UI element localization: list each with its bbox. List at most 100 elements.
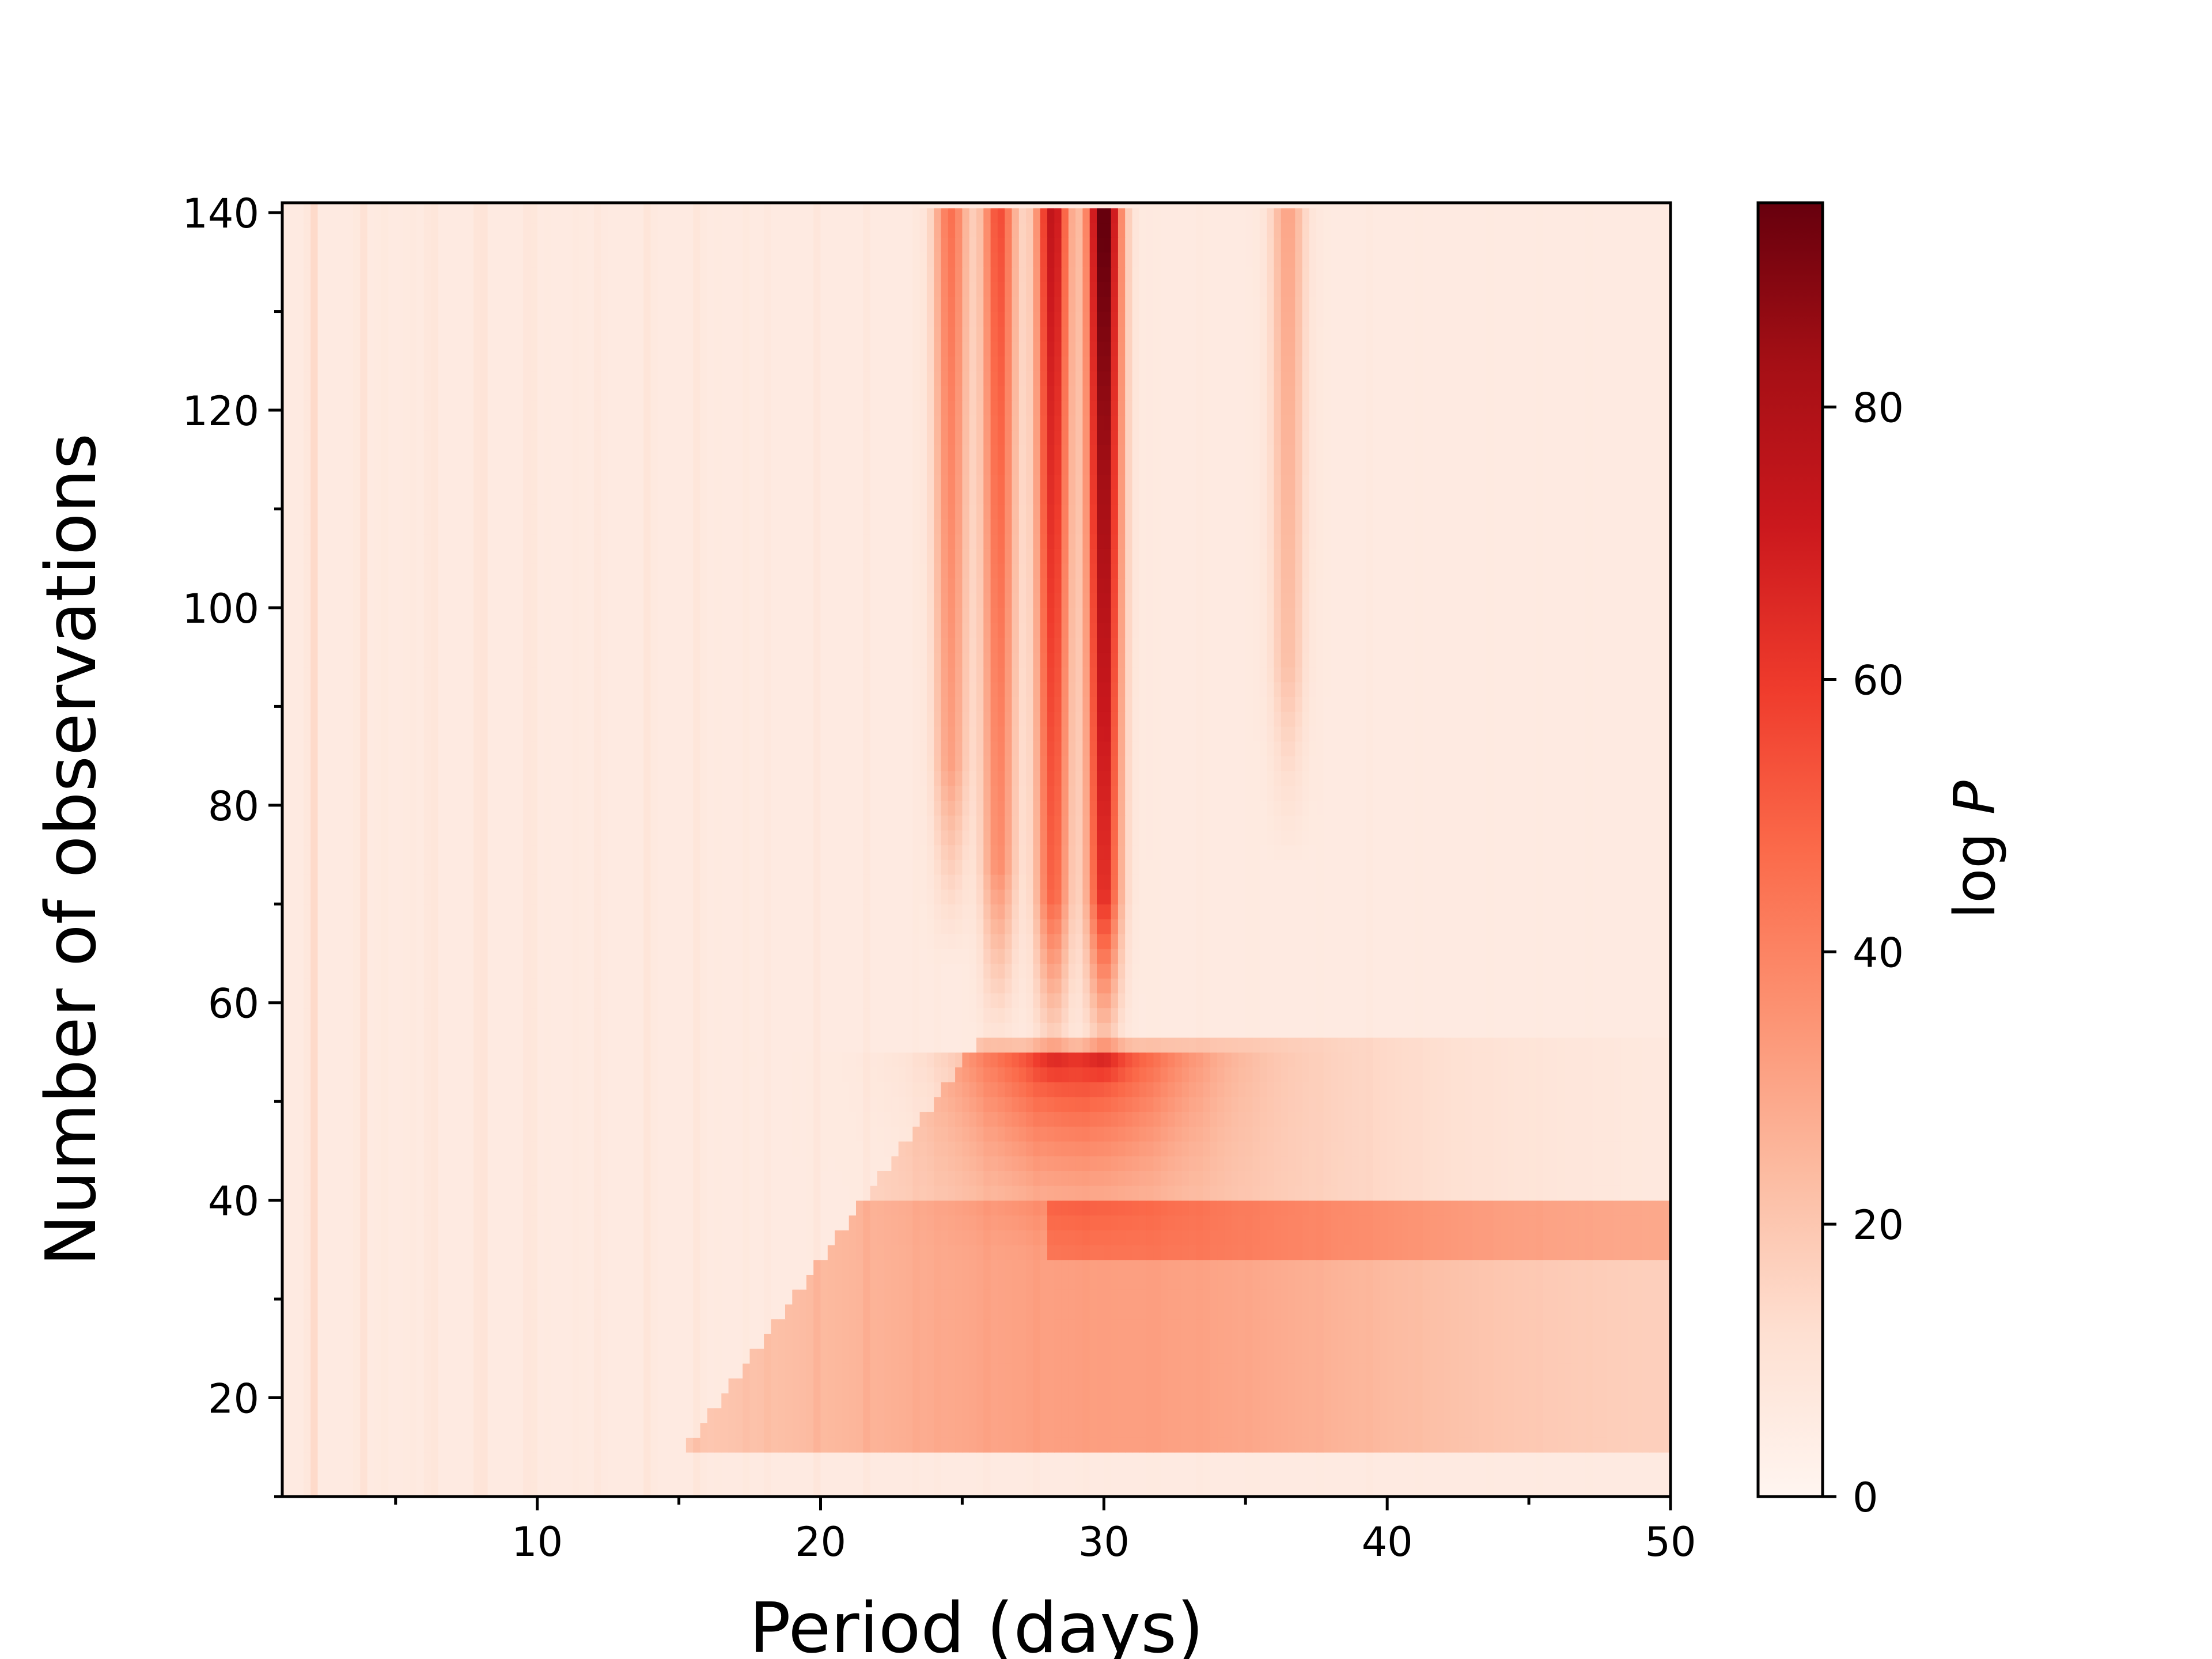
heatmap-cell — [573, 1437, 581, 1453]
heatmap-cell — [728, 1437, 736, 1453]
heatmap-cell — [1508, 1230, 1516, 1245]
heatmap-cell — [948, 1348, 956, 1364]
heatmap-cell — [1578, 1156, 1586, 1171]
heatmap-cell — [1351, 1304, 1359, 1320]
heatmap-cell — [1288, 1393, 1296, 1408]
heatmap-cell — [1203, 1244, 1211, 1260]
heatmap-cell — [941, 1393, 949, 1408]
heatmap-cell — [594, 1274, 602, 1290]
heatmap-cell — [1344, 1378, 1353, 1393]
heatmap-cell — [657, 1348, 665, 1364]
heatmap-cell — [1514, 1185, 1522, 1201]
heatmap-cell — [332, 1363, 340, 1378]
heatmap-cell — [1479, 1126, 1487, 1142]
heatmap-cell — [1153, 1319, 1161, 1334]
heatmap-cell — [948, 1334, 956, 1349]
heatmap-cell — [1613, 1378, 1622, 1393]
heatmap-cell — [906, 1274, 914, 1290]
heatmap-cell — [1571, 1348, 1579, 1364]
heatmap-cell — [310, 1407, 319, 1423]
heatmap-cell — [778, 1304, 786, 1320]
heatmap-cell — [1628, 1185, 1636, 1201]
heatmap-cell — [1089, 1304, 1097, 1320]
heatmap-cell — [1529, 1200, 1537, 1216]
heatmap-cell — [324, 1171, 332, 1186]
heatmap-cell — [579, 1304, 588, 1320]
heatmap-cell — [842, 1230, 850, 1245]
heatmap-cell — [1500, 1482, 1508, 1497]
heatmap-cell — [1281, 1348, 1289, 1364]
heatmap-cell — [1224, 1482, 1232, 1497]
heatmap-cell — [1061, 1185, 1069, 1201]
heatmap-cell — [1040, 1141, 1048, 1157]
heatmap-cell — [289, 1437, 297, 1453]
heatmap-cell — [1245, 1126, 1253, 1142]
heatmap-cell — [410, 1407, 418, 1423]
heatmap-cell — [339, 1200, 347, 1216]
heatmap-cell — [1224, 1289, 1232, 1305]
heatmap-cell — [1125, 1171, 1133, 1186]
heatmap-cell — [1012, 1156, 1020, 1171]
heatmap-cell — [1224, 1200, 1232, 1216]
heatmap-cell — [1309, 1482, 1317, 1497]
heatmap-cell — [1196, 1289, 1204, 1305]
heatmap-cell — [1018, 1171, 1027, 1186]
heatmap-cell — [1082, 1171, 1090, 1186]
heatmap-cell — [289, 1407, 297, 1423]
heatmap-cell — [955, 1334, 963, 1349]
heatmap-cell — [1012, 1185, 1020, 1201]
heatmap-cell — [1437, 1363, 1445, 1378]
heatmap-cell — [1033, 1422, 1041, 1438]
heatmap-cell — [827, 1111, 835, 1127]
heatmap-cell — [579, 1126, 588, 1142]
heatmap-cell — [629, 1304, 637, 1320]
heatmap-cell — [324, 1215, 332, 1230]
heatmap-cell — [657, 1334, 665, 1349]
heatmap-cell — [1005, 1126, 1013, 1142]
heatmap-cell — [502, 1215, 510, 1230]
heatmap-cell — [877, 1363, 885, 1378]
heatmap-cell — [381, 1126, 389, 1142]
heatmap-cell — [1585, 1126, 1593, 1142]
heatmap-cell — [1663, 1319, 1671, 1334]
heatmap-cell — [983, 1378, 991, 1393]
heatmap-cell — [487, 1200, 495, 1216]
heatmap-cell — [1125, 1422, 1133, 1438]
heatmap-cell — [898, 1304, 906, 1320]
heatmap-cell — [1316, 1215, 1324, 1230]
heatmap-cell — [657, 1259, 665, 1275]
heatmap-cell — [346, 1274, 354, 1290]
heatmap-cell — [416, 1215, 425, 1230]
heatmap-cell — [685, 1185, 694, 1201]
heatmap-cell — [749, 1482, 757, 1497]
heatmap-cell — [1104, 1304, 1112, 1320]
heatmap-cell — [976, 1393, 984, 1408]
heatmap-cell — [700, 1407, 708, 1423]
heatmap-cell — [1635, 1407, 1643, 1423]
heatmap-cell — [863, 1141, 871, 1157]
heatmap-cell — [1592, 1363, 1600, 1378]
heatmap-cell — [785, 1156, 793, 1171]
heatmap-cell — [1429, 1407, 1437, 1423]
heatmap-cell — [1508, 1200, 1516, 1216]
heatmap-cell — [1259, 1319, 1267, 1334]
heatmap-cell — [1450, 1274, 1459, 1290]
heatmap-cell — [1373, 1171, 1381, 1186]
heatmap-cell — [388, 1230, 396, 1245]
heatmap-cell — [1366, 1319, 1374, 1334]
heatmap-cell — [1508, 1274, 1516, 1290]
heatmap-cell — [346, 1407, 354, 1423]
heatmap-cell — [1458, 1407, 1466, 1423]
heatmap-cell — [1061, 1141, 1069, 1157]
heatmap-cell — [622, 1304, 630, 1320]
heatmap-cell — [1139, 1289, 1147, 1305]
heatmap-cell — [1323, 1171, 1331, 1186]
heatmap-cell — [997, 1274, 1005, 1290]
heatmap-cell — [877, 1467, 885, 1483]
heatmap-cell — [615, 1334, 623, 1349]
heatmap-cell — [1097, 1482, 1105, 1497]
heatmap-cell — [445, 1230, 453, 1245]
heatmap-cell — [1309, 1200, 1317, 1216]
heatmap-cell — [586, 1141, 594, 1157]
heatmap-cell — [997, 1200, 1005, 1216]
